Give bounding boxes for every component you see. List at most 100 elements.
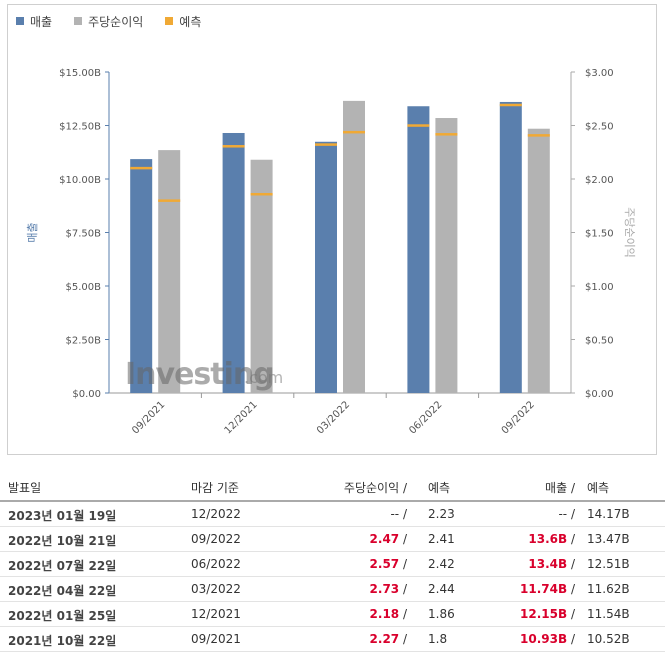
table-row: 2022년 04월 22일 03/2022 2.73 /2.44 11.74B /11… [0, 577, 665, 602]
cell-revenue-slash: / [567, 582, 575, 596]
left-axis-title: 매출 [26, 222, 39, 242]
left-tick-label: $15.00B [59, 68, 101, 79]
table-body: 2023년 01월 19일 12/2022 -- /2.23 -- /14.17B 20… [0, 502, 665, 652]
investing-watermark-suffix: .com [244, 368, 283, 387]
cell-eps-slash: / [399, 532, 407, 546]
cell-eps-forecast: 1.86 [428, 607, 455, 621]
cell-eps-value: 2.18 [369, 607, 400, 621]
left-tick-label: $7.50B [66, 229, 102, 240]
cell-date: 2023년 01월 19일 [8, 509, 117, 523]
eps-forecast-mark [527, 134, 550, 137]
revenue-forecast-mark [315, 143, 337, 146]
cell-revenue: -- / [558, 507, 575, 521]
eps-forecast-mark [343, 130, 365, 134]
earnings-chart-panel: 매출 주당순이익 예측 $0.00 $0.00 $2.50B $0.50 $5.00B $… [7, 4, 657, 455]
table-row: 2022년 10월 21일 09/2022 2.47 /2.41 13.6B /13.… [0, 527, 665, 552]
cell-revenue-value: -- [558, 507, 568, 521]
cell-period: 09/2022 [191, 532, 241, 546]
left-tick-label: $12.50B [59, 122, 101, 133]
header-revenue-slash: / [570, 481, 575, 495]
table-row: 2023년 01월 19일 12/2022 -- / 2.23 -- / 14.17B [0, 502, 665, 527]
eps-bar [435, 118, 458, 393]
x-tick-label: 03/2022 [315, 399, 352, 436]
eps-bar [250, 159, 273, 393]
right-tick-label: $2.00 [585, 175, 614, 186]
legend-eps-label: 주당순이익 [88, 14, 144, 29]
eps-forecast-mark [250, 192, 273, 196]
cell-revenue-value: 11.74B [520, 582, 568, 596]
revenue-bar [407, 106, 430, 394]
revenue-forecast-mark [130, 166, 153, 170]
cell-revenue-forecast: 11.54B [587, 607, 630, 621]
chart-legend: 매출 주당순이익 예측 [16, 11, 223, 31]
eps-bar [158, 150, 181, 393]
header-eps[interactable]: 주당순이익 / [344, 479, 407, 496]
cell-revenue-slash: / [567, 532, 575, 546]
cell-eps-slash: / [399, 582, 407, 596]
cell-eps-slash: / [399, 557, 407, 571]
left-tick-label: $10.00B [59, 175, 101, 186]
right-tick-label: $3.00 [585, 68, 614, 79]
cell-period: 12/2022 [191, 507, 241, 521]
revenue-bar [315, 141, 337, 393]
cell-period: 09/2021 [191, 632, 241, 646]
eps-forecast-mark [158, 199, 181, 202]
legend-revenue-label: 매출 [30, 14, 53, 29]
cell-eps-forecast: 1.8 [428, 632, 448, 646]
cell-date: 2022년 04월 22일 [8, 584, 117, 598]
legend-item-forecast[interactable]: 예측 [165, 13, 201, 30]
cell-period: 12/2021 [191, 607, 241, 621]
cell-revenue-value: 10.93B [520, 632, 568, 646]
cell-revenue: 13.4B / [528, 557, 575, 571]
cell-revenue-forecast: 12.51B [587, 557, 630, 571]
revenue-swatch-icon [16, 17, 24, 25]
cell-eps: 2.27 / [370, 632, 407, 646]
earnings-table: 발표일 마감 기준 주당순이익 / 예측 매출 / 예측 2023년 01월 1… [0, 474, 665, 652]
cell-eps-forecast: 2.42 [428, 557, 455, 571]
header-date[interactable]: 발표일 [8, 481, 42, 495]
revenue-bar [222, 132, 245, 393]
x-tick-label: 12/2021 [223, 399, 260, 436]
cell-eps-value: 2.27 [369, 632, 400, 646]
left-tick-label: $2.50B [66, 336, 102, 347]
cell-eps-slash: / [399, 632, 407, 646]
cell-eps-slash: / [399, 507, 407, 521]
cell-revenue: 12.15B / [520, 607, 575, 621]
cell-revenue-slash: / [567, 607, 575, 621]
cell-revenue-forecast: 10.52B [587, 632, 630, 646]
table-header-row: 발표일 마감 기준 주당순이익 / 예측 매출 / 예측 [0, 474, 665, 502]
right-tick-label: $0.00 [585, 389, 614, 400]
cell-eps: 2.57 / [370, 557, 407, 571]
cell-eps-forecast: 2.41 [428, 532, 455, 546]
header-period[interactable]: 마감 기준 [191, 481, 239, 495]
cell-period: 06/2022 [191, 557, 241, 571]
header-eps-forecast[interactable]: 예측 [428, 481, 451, 495]
left-tick-label: $5.00B [66, 282, 102, 293]
legend-item-revenue[interactable]: 매출 [16, 13, 52, 30]
revenue-forecast-mark [222, 145, 245, 148]
table-row: 2022년 07월 22일 06/2022 2.57 / 2.42 13.4B / 12.… [0, 552, 665, 577]
legend-item-eps[interactable]: 주당순이익 [74, 13, 143, 30]
cell-revenue: 11.74B / [520, 582, 575, 596]
right-tick-label: $2.50 [585, 122, 614, 133]
eps-swatch-icon [74, 17, 83, 25]
revenue-bar [130, 159, 153, 393]
cell-revenue-forecast: 14.17B [587, 507, 630, 521]
revenue-forecast-mark [499, 103, 522, 107]
cell-eps: 2.47 / [370, 532, 407, 546]
x-tick-label: 06/2022 [407, 399, 444, 436]
eps-bar [527, 128, 550, 393]
cell-date: 2022년 07월 22일 [8, 559, 117, 573]
header-revenue-forecast[interactable]: 예측 [587, 481, 610, 495]
eps-bar [343, 100, 365, 393]
cell-revenue-forecast: 11.62B [587, 582, 630, 596]
cell-period: 03/2022 [191, 582, 241, 596]
investing-watermark: Investing [125, 357, 274, 392]
header-revenue[interactable]: 매출 / [545, 479, 575, 496]
cell-date: 2021년 10월 22일 [8, 634, 117, 648]
cell-date: 2022년 10월 21일 [8, 534, 117, 548]
revenue-forecast-mark [407, 124, 430, 127]
header-revenue-label: 매출 [545, 481, 568, 495]
chart-plot: $0.00 $0.00 $2.50B $0.50 $5.00B $1.00 $7.50B $1… [26, 68, 636, 436]
cell-eps-forecast: 2.23 [428, 507, 455, 521]
